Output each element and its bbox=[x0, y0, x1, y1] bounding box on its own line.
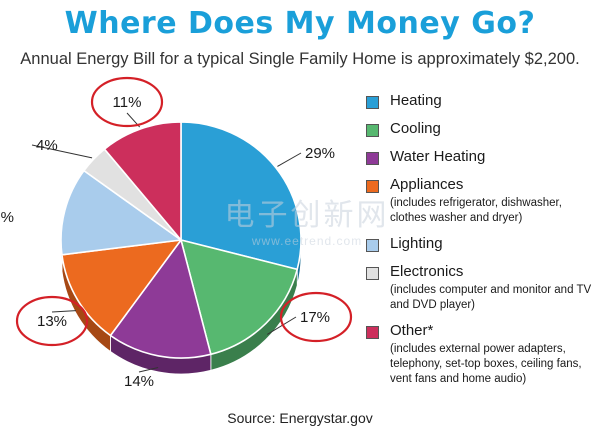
slice-label-water-heating: 14% bbox=[124, 373, 154, 390]
legend-label: Electronics bbox=[390, 263, 464, 280]
legend-note: (includes computer and monitor and TV an… bbox=[390, 284, 592, 311]
leader-line bbox=[138, 366, 159, 373]
pie-slice-cooling bbox=[180, 239, 299, 356]
slice-label-lighting: 12% bbox=[0, 209, 14, 226]
pie-slice-appliances bbox=[61, 239, 182, 337]
pie-slice-heating bbox=[180, 121, 302, 271]
legend-label: Other* bbox=[390, 322, 434, 339]
legend-note: (includes external power adapters, telep… bbox=[390, 343, 582, 385]
source-credit: Source: Energystar.gov bbox=[227, 410, 373, 426]
leader-line bbox=[51, 310, 77, 313]
legend-swatch bbox=[366, 180, 379, 193]
pie-labels: 29% 17% 14% 13% 12% 4% 11% bbox=[0, 76, 353, 390]
slice-label-appliances: 13% bbox=[37, 313, 67, 330]
chart-subtitle: Annual Energy Bill for a typical Single … bbox=[20, 50, 580, 68]
pie-slice-lighting bbox=[60, 169, 182, 256]
legend-label: Heating bbox=[390, 92, 442, 109]
legend-note: (includes refrigerator, dishwasher, clot… bbox=[390, 197, 562, 224]
pie-slice-water-heating bbox=[109, 239, 212, 359]
legend-swatch bbox=[366, 96, 379, 109]
leader-line bbox=[31, 144, 93, 159]
legend-label: Cooling bbox=[390, 120, 441, 137]
legend-swatch bbox=[366, 124, 379, 137]
highlight-circle bbox=[279, 291, 353, 343]
slice-label-other: 11% bbox=[113, 94, 142, 111]
chart-title: Where Does My Money Go? bbox=[64, 6, 536, 41]
pie-slice-other bbox=[103, 121, 182, 241]
legend-swatch bbox=[366, 326, 379, 339]
leader-line bbox=[267, 316, 297, 335]
legend-swatch bbox=[366, 239, 379, 252]
legend-swatch bbox=[366, 267, 379, 280]
legend-label: Lighting bbox=[390, 235, 443, 252]
highlight-circle bbox=[15, 295, 89, 347]
legend-label: Appliances bbox=[390, 176, 464, 193]
leader-line bbox=[277, 152, 302, 167]
slice-label-heating: 29% bbox=[305, 145, 335, 162]
slice-label-cooling: 17% bbox=[300, 309, 330, 326]
pie-slices bbox=[60, 121, 302, 359]
slice-label-electronics: 4% bbox=[36, 137, 58, 154]
legend-swatch bbox=[366, 152, 379, 165]
legend-label: Water Heating bbox=[390, 148, 486, 165]
highlight-circle bbox=[90, 76, 164, 128]
